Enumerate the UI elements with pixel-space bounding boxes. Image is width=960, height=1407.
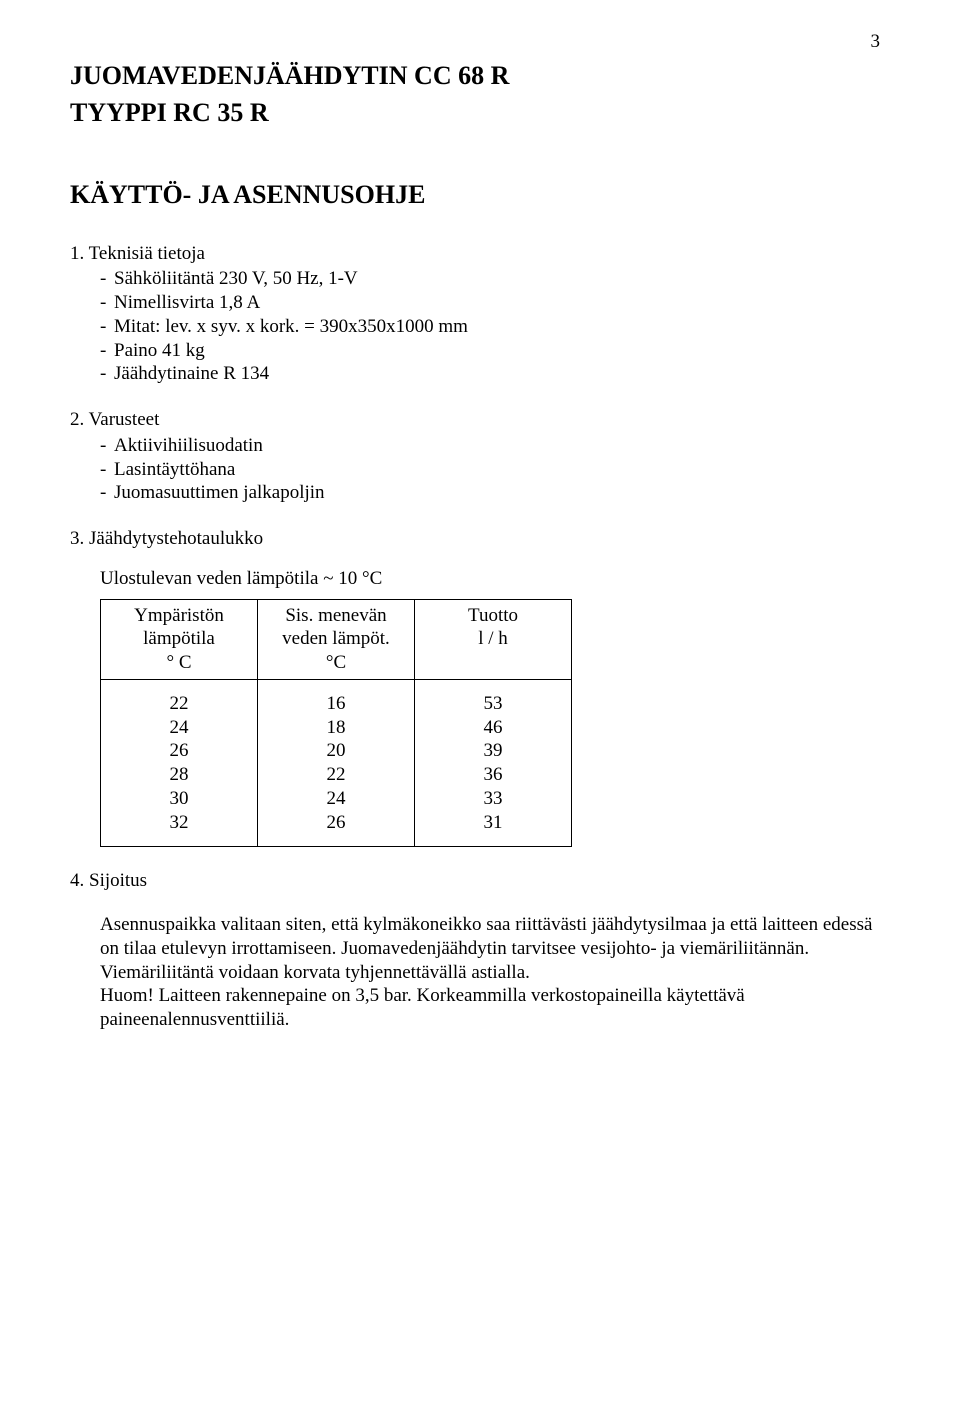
bullet-dash: - <box>100 458 114 482</box>
table-header-cell: Ympäristönlämpötila° C <box>101 599 258 679</box>
list-item: -Paino 41 kg <box>100 339 890 363</box>
section-heading: KÄYTTÖ- JA ASENNUSOHJE <box>70 179 890 212</box>
list-item-text: Lasintäyttöhana <box>114 458 235 482</box>
list-item: -Nimellisvirta 1,8 A <box>100 291 890 315</box>
section-1-list: -Sähköliitäntä 230 V, 50 Hz, 1-V-Nimelli… <box>100 267 890 386</box>
section-3-subtext: Ulostulevan veden lämpötila ~ 10 °C <box>100 567 890 591</box>
section-3-title: 3. Jäähdytystehotaulukko <box>70 527 890 551</box>
bullet-dash: - <box>100 339 114 363</box>
list-item: -Mitat: lev. x syv. x kork. = 390x350x10… <box>100 315 890 339</box>
section-4-body: Asennuspaikka valitaan siten, että kylmä… <box>100 913 890 1032</box>
section-4: 4. Sijoitus Asennuspaikka valitaan siten… <box>70 869 890 1032</box>
table-data-cell: 534639363331 <box>415 679 572 847</box>
list-item: -Aktiivihiilisuodatin <box>100 434 890 458</box>
table-data-cell: 222426283032 <box>101 679 258 847</box>
table-header-cell: Sis. menevänveden lämpöt.°C <box>258 599 415 679</box>
list-item-text: Aktiivihiilisuodatin <box>114 434 263 458</box>
bullet-dash: - <box>100 434 114 458</box>
section-2-list: -Aktiivihiilisuodatin-Lasintäyttöhana-Ju… <box>100 434 890 505</box>
heading-line2: TYYPPI RC 35 R <box>70 97 890 130</box>
list-item-text: Nimellisvirta 1,8 A <box>114 291 260 315</box>
bullet-dash: - <box>100 267 114 291</box>
section-2-title: 2. Varusteet <box>70 408 890 432</box>
bullet-dash: - <box>100 291 114 315</box>
heading-line1: JUOMAVEDENJÄÄHDYTIN CC 68 R <box>70 60 890 93</box>
list-item-text: Jäähdytinaine R 134 <box>114 362 269 386</box>
list-item: -Jäähdytinaine R 134 <box>100 362 890 386</box>
section-1: 1. Teknisiä tietoja -Sähköliitäntä 230 V… <box>70 242 890 387</box>
table-header-cell: Tuottol / h <box>415 599 572 679</box>
list-item-text: Sähköliitäntä 230 V, 50 Hz, 1-V <box>114 267 358 291</box>
bullet-dash: - <box>100 362 114 386</box>
bullet-dash: - <box>100 481 114 505</box>
list-item: -Sähköliitäntä 230 V, 50 Hz, 1-V <box>100 267 890 291</box>
table-header-row: Ympäristönlämpötila° CSis. menevänveden … <box>101 599 572 679</box>
bullet-dash: - <box>100 315 114 339</box>
list-item: -Lasintäyttöhana <box>100 458 890 482</box>
list-item-text: Paino 41 kg <box>114 339 205 363</box>
cooling-table: Ympäristönlämpötila° CSis. menevänveden … <box>100 599 572 848</box>
section-4-title: 4. Sijoitus <box>70 869 890 893</box>
table-data-row: 222426283032161820222426534639363331 <box>101 679 572 847</box>
list-item-text: Juomasuuttimen jalkapoljin <box>114 481 325 505</box>
section-3: 3. Jäähdytystehotaulukko Ulostulevan ved… <box>70 527 890 847</box>
list-item: -Juomasuuttimen jalkapoljin <box>100 481 890 505</box>
section-2: 2. Varusteet -Aktiivihiilisuodatin-Lasin… <box>70 408 890 505</box>
list-item-text: Mitat: lev. x syv. x kork. = 390x350x100… <box>114 315 468 339</box>
page-number: 3 <box>871 30 881 54</box>
table-data-cell: 161820222426 <box>258 679 415 847</box>
section-1-title: 1. Teknisiä tietoja <box>70 242 890 266</box>
